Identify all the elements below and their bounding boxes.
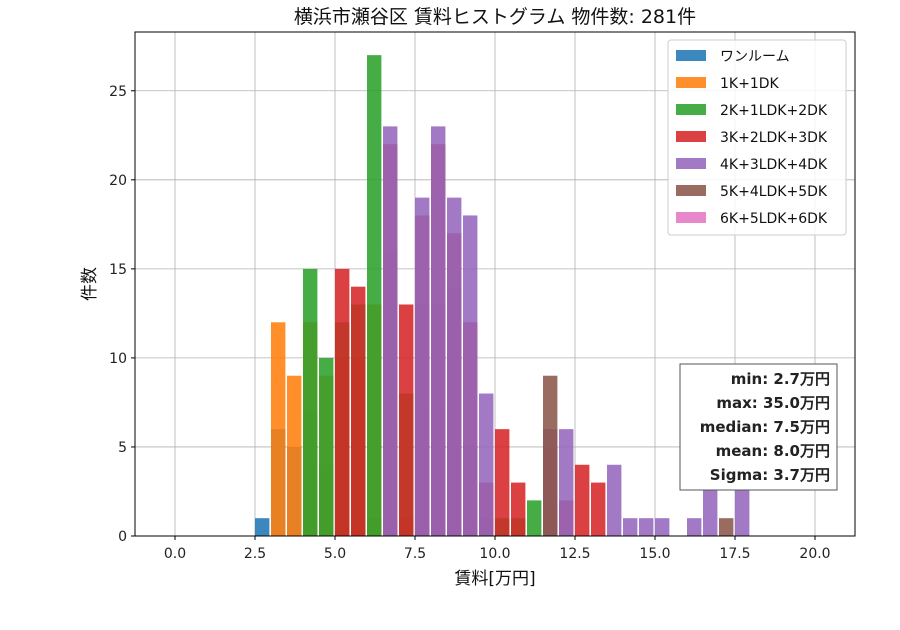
bar [351,286,366,536]
y-axis-ticks: 0 5 10 15 20 25 [109,84,135,545]
stats-frame [679,363,838,491]
bar [559,429,574,536]
legend-swatch [676,185,706,196]
x-tick-label: 12.5 [559,546,590,562]
bar [719,518,734,536]
x-tick-label: 20.0 [799,546,830,562]
bar [479,393,494,536]
bar [335,268,350,536]
x-tick-label: 5.0 [324,546,346,562]
y-tick-label: 20 [109,173,127,189]
legend-swatch [676,212,706,223]
bar [399,304,414,536]
legend: ワンルーム 1K+1DK 2K+1LDK+2DK 3K+2LDK+3DK 4K+3LDK… [667,39,847,236]
legend-label: 6K+5LDK+6DK [720,211,828,227]
x-tick-label: 7.5 [404,546,426,562]
legend-label: 2K+1LDK+2DK [720,103,828,119]
x-axis-title: 賃料[万円] [454,569,535,589]
legend-swatch [676,77,706,88]
bar [639,518,654,536]
x-tick-label: 0.0 [164,546,186,562]
x-axis-ticks: 0.0 2.5 5.0 7.5 10.0 12.5 15.0 17.5 20.0 [164,536,831,562]
y-tick-label: 10 [109,351,127,367]
bar [575,464,590,536]
bar [655,518,670,536]
legend-swatch [676,50,706,61]
bar [607,464,622,536]
bar [271,322,286,536]
stats-line: max: 35.0万円 [716,394,830,412]
y-tick-label: 0 [118,529,127,545]
histogram-bars [255,55,750,537]
bar [415,197,430,537]
legend-label: 3K+2LDK+3DK [720,130,828,146]
bar [527,500,542,536]
stats-line: median: 7.5万円 [700,418,830,436]
bar [431,126,446,536]
bar [511,482,526,536]
bar [383,126,398,536]
bar [447,197,462,537]
bar [463,215,478,536]
bar [287,375,302,536]
stats-line: mean: 8.0万円 [716,442,830,460]
bar [543,375,558,536]
legend-label: ワンルーム [720,49,790,65]
x-tick-label: 10.0 [479,546,510,562]
legend-label: 1K+1DK [720,76,780,92]
x-tick-label: 15.0 [639,546,670,562]
bar [495,429,510,536]
legend-label: 5K+4LDK+5DK [720,184,828,200]
stats-box: min: 2.7万円 max: 35.0万円 median: 7.5万円 mean: … [679,363,838,491]
y-tick-label: 5 [118,440,127,456]
legend-swatch [676,131,706,142]
bar [303,268,318,536]
bar [255,518,270,536]
bar [319,357,334,536]
y-axis-title: 件数 [80,267,100,301]
legend-swatch [676,104,706,115]
x-tick-label: 2.5 [244,546,266,562]
bar [623,518,638,536]
legend-label: 4K+3LDK+4DK [720,157,828,173]
x-tick-label: 17.5 [719,546,750,562]
y-tick-label: 25 [109,84,127,100]
stats-line: min: 2.7万円 [731,370,830,388]
bar [367,55,382,536]
stats-line: Sigma: 3.7万円 [710,466,830,484]
legend-swatch [676,158,706,169]
bar [687,518,702,536]
legend-box [667,39,847,236]
bar [591,482,606,536]
y-tick-label: 15 [109,262,127,278]
chart-title: 横浜市瀬谷区 賃料ヒストグラム 物件数: 281件 [294,6,696,28]
